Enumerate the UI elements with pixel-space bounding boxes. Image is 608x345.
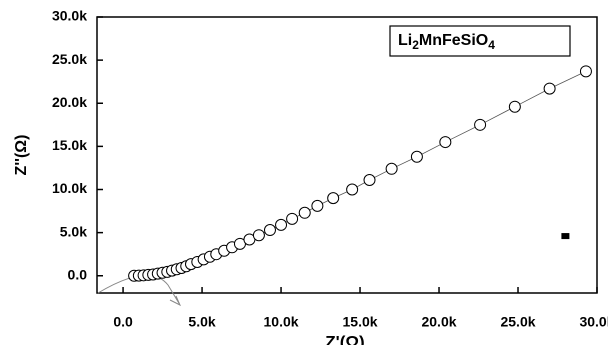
point (385, 162, 398, 175)
annotation-part: MnFeSiO (419, 32, 488, 49)
x-tick-label: 5.0k (188, 314, 215, 330)
plot-frame (96, 16, 598, 294)
point (252, 229, 265, 242)
y-tick-label: 25.0k (52, 51, 87, 67)
point (561, 233, 570, 240)
annotation-box (389, 25, 571, 57)
point (346, 183, 359, 196)
point (263, 224, 276, 237)
point (410, 150, 423, 163)
x-tick-label: 15.0k (343, 314, 378, 330)
point (363, 174, 376, 187)
point (327, 192, 340, 205)
y-tick-label: 0.0 (68, 266, 88, 282)
x-tick-label: 20.0k (421, 314, 456, 330)
x-axis-label: Z'(Ω) (325, 332, 364, 345)
y-axis-label: Z''(Ω) (13, 135, 30, 176)
y-tick-label: 10.0k (52, 180, 87, 196)
point (474, 118, 487, 131)
point (286, 212, 299, 225)
point (311, 199, 324, 212)
point (543, 82, 556, 95)
y-tick-label: 15.0k (52, 137, 87, 153)
annotation-part: 4 (488, 38, 495, 52)
annotation-part: 2 (412, 38, 419, 52)
point (275, 218, 288, 231)
y-tick-label: 20.0k (52, 94, 87, 110)
point (579, 65, 592, 78)
x-tick-label: 30.0k (579, 314, 608, 330)
point (439, 136, 452, 149)
y-tick-label: 30.0k (52, 8, 87, 24)
point (298, 206, 311, 219)
annotation: Li2MnFeSiO4 (398, 32, 495, 52)
x-tick-label: 0.0 (113, 314, 133, 330)
y-tick-label: 5.0k (60, 223, 87, 239)
x-tick-label: 10.0k (264, 314, 299, 330)
annotation-part: Li (398, 32, 412, 49)
point (508, 100, 521, 113)
x-tick-label: 25.0k (500, 314, 535, 330)
